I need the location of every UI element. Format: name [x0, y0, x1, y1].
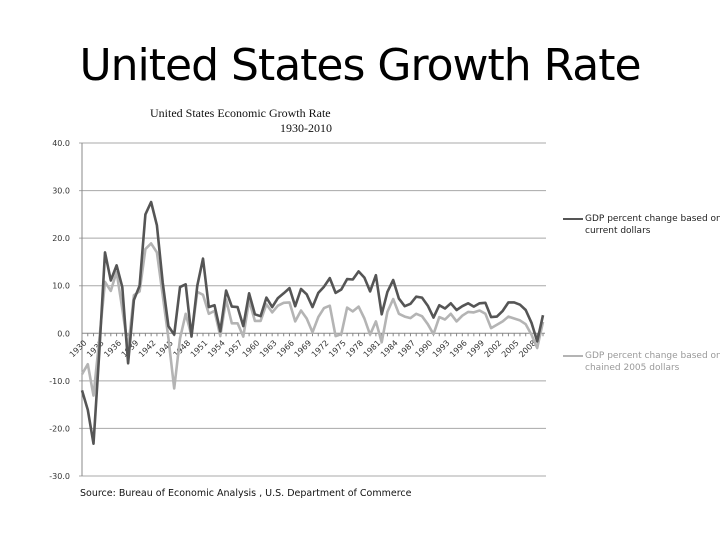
x-tick-label: 1960: [241, 338, 262, 359]
y-tick-label: -10.0: [49, 377, 70, 386]
legend-label: GDP percent change based on chained 2005…: [585, 351, 720, 373]
x-tick-label: 1975: [327, 338, 348, 359]
x-tick-label: 2005: [500, 338, 521, 359]
y-tick-label: 10.0: [52, 282, 70, 291]
gridlines: [79, 142, 546, 477]
x-tick-label: 1930: [68, 338, 89, 359]
x-tick-label: 1933: [85, 338, 106, 359]
legend-item-chained-dollars: GDP percent change based on chained 2005…: [563, 350, 720, 374]
x-tick-label: 1948: [172, 338, 193, 359]
y-tick-label: 0.0: [57, 329, 70, 338]
x-tick-label: 1972: [310, 338, 331, 359]
x-tick-label: 1942: [137, 338, 158, 359]
x-tick-label: 1981: [362, 338, 383, 359]
slide-title: United States Growth Rate: [79, 40, 641, 91]
x-tick-label: 1993: [431, 338, 452, 359]
chart-title: United States Economic Growth Rate: [150, 106, 331, 120]
x-tick-label: 1936: [102, 338, 123, 359]
x-tick-label: 1954: [206, 338, 227, 359]
x-tick-label: 1966: [275, 338, 296, 359]
x-tick-label: 1999: [465, 338, 486, 359]
legend-swatch: [563, 218, 583, 220]
series-line: [80, 200, 545, 446]
x-tick-label: 1990: [414, 338, 435, 359]
y-tick-label: 20.0: [52, 234, 70, 243]
x-tick-label: 1945: [154, 338, 175, 359]
y-tick-label: -20.0: [49, 424, 70, 433]
source-note: Source: Bureau of Economic Analysis , U.…: [80, 488, 412, 499]
x-axis: 1930193319361939194219451948195119541957…: [68, 332, 545, 359]
x-tick-label: 1963: [258, 338, 279, 359]
x-tick-label: 1969: [293, 338, 314, 359]
legend-swatch: [563, 355, 583, 357]
y-tick-label: 40.0: [52, 139, 70, 148]
y-tick-label: -30.0: [49, 472, 70, 481]
series-lines: [80, 200, 545, 446]
x-tick-label: 1987: [396, 338, 417, 359]
x-tick-label: 1978: [344, 338, 365, 359]
y-axis: 40.0 30.0 20.0 10.0 0.0 -10.0 -20.0 -30.0: [49, 139, 83, 481]
series-line: [80, 242, 545, 397]
x-tick-label: 1957: [223, 338, 244, 359]
legend-item-current-dollars: GDP percent change based on current doll…: [563, 213, 720, 237]
y-tick-label: 30.0: [52, 187, 70, 196]
legend-label: GDP percent change based on current doll…: [585, 214, 720, 236]
x-tick-label: 1996: [448, 338, 469, 359]
x-tick-label: 2002: [483, 338, 504, 359]
chart-subtitle: 1930-2010: [280, 121, 332, 135]
x-tick-label: 1951: [189, 338, 210, 359]
